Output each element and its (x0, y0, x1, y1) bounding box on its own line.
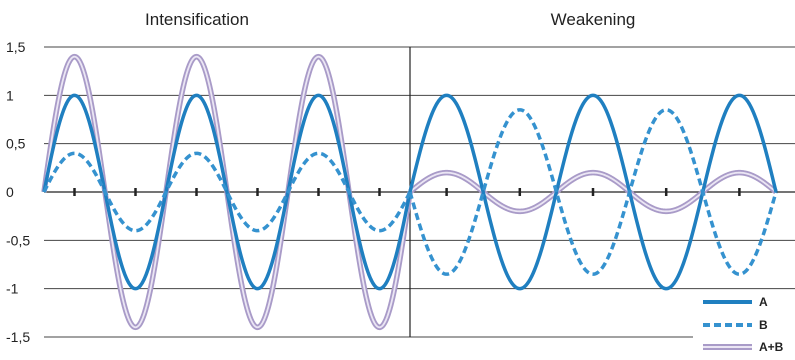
y-tick-label: -1 (6, 281, 19, 297)
legend-label-b: B (759, 318, 768, 332)
y-tick-label: 0 (6, 184, 14, 200)
series-a-panel-2 (408, 93, 778, 291)
legend-label-a: A (759, 295, 768, 309)
legend: A B A+B (693, 291, 795, 360)
series-b-panel-2 (408, 108, 778, 276)
panel-title-weakening: Weakening (551, 10, 636, 29)
label-layer: Intensification Weakening 1,5 1 0,5 0 -0,5 -1… (6, 10, 635, 345)
series-a-plus-b-panel-2-inner (409, 171, 777, 213)
legend-label-ab: A+B (759, 340, 784, 354)
series-b-panel-1 (42, 151, 412, 233)
y-tick-label: 1,5 (6, 39, 26, 55)
axis-layer (44, 47, 795, 337)
series-layer (41, 53, 778, 331)
y-tick-label: 1 (6, 87, 14, 103)
panel-title-intensification: Intensification (145, 10, 249, 29)
y-tick-label: 0,5 (6, 136, 26, 152)
y-tick-label: -0,5 (6, 232, 30, 248)
y-tick-label: -1,5 (6, 329, 30, 345)
grid-layer (44, 46, 795, 338)
